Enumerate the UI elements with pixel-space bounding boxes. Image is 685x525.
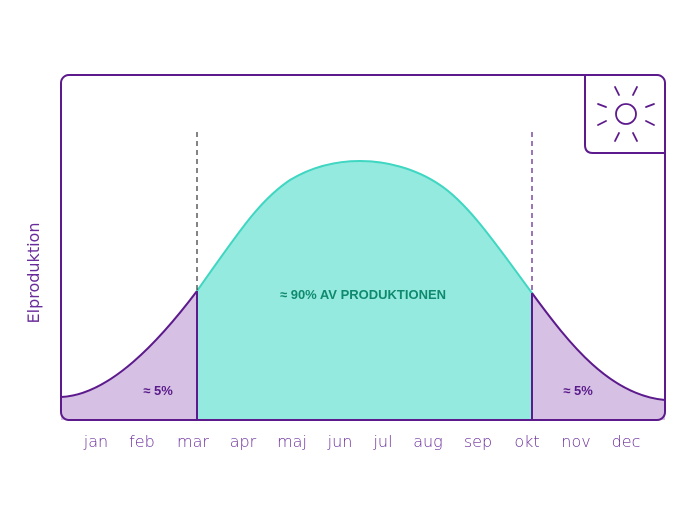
month-label: sep	[464, 432, 492, 451]
right-share-label: ≈ 5%	[563, 383, 593, 398]
month-label: mar	[177, 432, 209, 451]
y-axis-label: Elproduktion	[24, 223, 43, 324]
month-label: dec	[612, 432, 641, 451]
middle-region	[197, 161, 532, 420]
left-region	[61, 291, 197, 420]
month-label: jun	[327, 432, 353, 451]
middle-curve	[196, 159, 533, 294]
right-region	[532, 293, 665, 420]
month-labels: jan feb mar apr maj jun jul aug sep okt …	[83, 432, 641, 451]
left-curve	[60, 290, 198, 398]
sun-box	[584, 75, 665, 154]
left-share-label: ≈ 5%	[143, 383, 173, 398]
sun-icon	[597, 86, 655, 142]
month-label: maj	[277, 432, 307, 451]
month-label: jan	[83, 432, 108, 451]
month-label: okt	[514, 432, 539, 451]
month-label: aug	[413, 432, 443, 451]
month-label: nov	[561, 432, 590, 451]
month-label: jul	[372, 432, 392, 451]
right-curve	[531, 292, 666, 401]
middle-share-label: ≈ 90% AV PRODUKTIONEN	[280, 287, 446, 302]
month-label: apr	[230, 432, 257, 451]
month-label: feb	[129, 432, 155, 451]
frame	[60, 74, 666, 421]
